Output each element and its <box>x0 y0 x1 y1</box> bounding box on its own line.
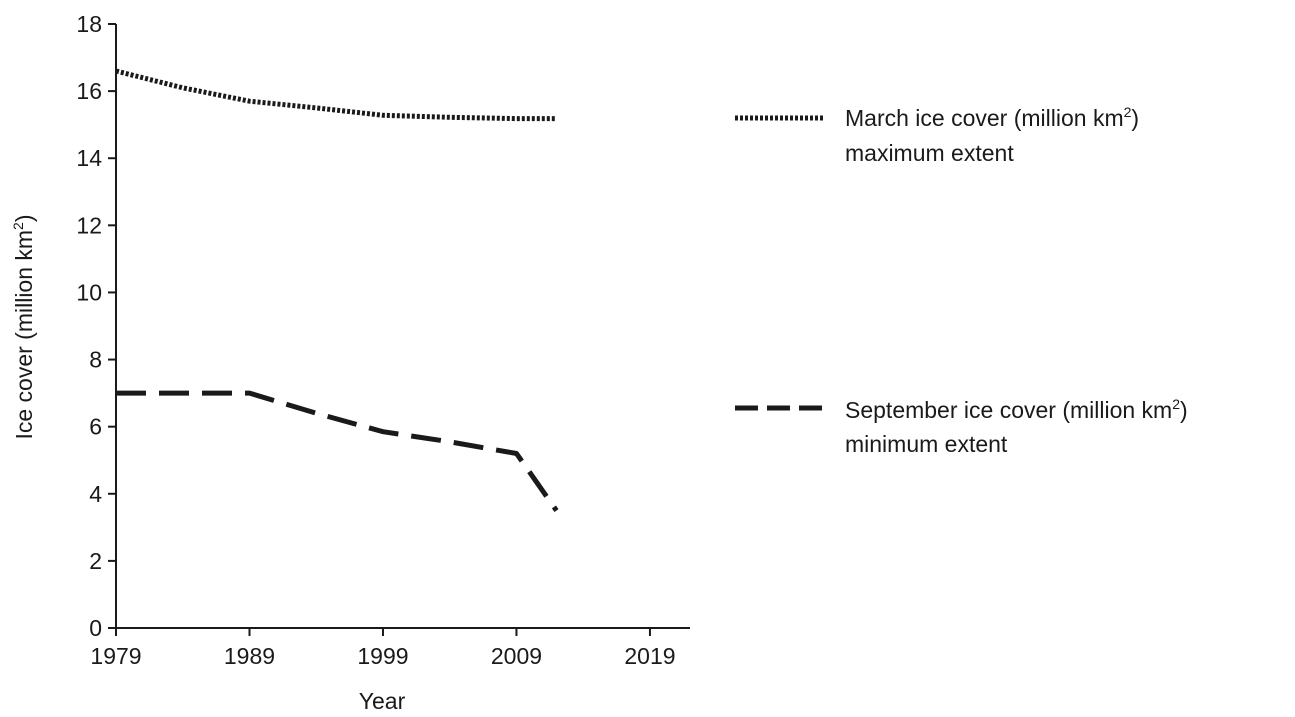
x-axis-title: Year <box>359 688 406 714</box>
x-tick-label: 1999 <box>357 643 408 669</box>
y-axis-title: Ice cover (million km2) <box>10 214 37 439</box>
legend-entry-march: March ice cover (million km2) maximum ex… <box>735 104 1139 166</box>
legend-label-march-sup: 2 <box>1124 104 1132 120</box>
legend-label-september-line2: minimum extent <box>845 431 1008 457</box>
y-axis-title-sup: 2 <box>10 222 26 230</box>
legend-label-september-main: September ice cover (million km <box>845 397 1172 423</box>
y-tick-label: 0 <box>89 615 102 641</box>
y-ticks: 0 2 4 6 8 10 12 14 16 18 <box>76 11 116 641</box>
y-tick-label: 16 <box>76 78 102 104</box>
y-tick-label: 2 <box>89 548 102 574</box>
legend-label-september-line1: September ice cover (million km2) <box>845 396 1188 423</box>
x-tick-label: 1989 <box>224 643 275 669</box>
y-tick-label: 6 <box>89 414 102 440</box>
y-tick-label: 4 <box>89 481 102 507</box>
legend-label-september-end: ) <box>1180 397 1188 423</box>
legend: March ice cover (million km2) maximum ex… <box>735 104 1188 457</box>
series-line-march <box>115 68 557 122</box>
y-tick-label: 8 <box>89 347 102 373</box>
y-tick-label: 18 <box>76 11 102 37</box>
y-tick-label: 14 <box>76 145 102 171</box>
x-tick-label: 1979 <box>90 643 141 669</box>
x-ticks: 1979 1989 1999 2009 2019 <box>90 628 676 669</box>
series-layer <box>115 68 559 513</box>
series-line-september <box>116 390 559 513</box>
legend-label-march-main: March ice cover (million km <box>845 105 1124 131</box>
axes: 0 2 4 6 8 10 12 14 16 18 1979 1989 1999 2009 2019 <box>76 11 690 669</box>
y-axis-title-end: ) <box>11 214 37 222</box>
y-tick-label: 10 <box>76 279 102 305</box>
x-tick-label: 2009 <box>491 643 542 669</box>
legend-entry-september: September ice cover (million km2) minimu… <box>735 396 1188 457</box>
legend-label-september-sup: 2 <box>1172 396 1180 412</box>
x-tick-label: 2019 <box>624 643 675 669</box>
legend-label-march-line1: March ice cover (million km2) <box>845 104 1139 131</box>
y-tick-label: 12 <box>76 212 102 238</box>
legend-label-march-line2: maximum extent <box>845 140 1014 166</box>
y-axis-title-main: Ice cover (million km <box>11 230 37 440</box>
legend-label-march-end: ) <box>1131 105 1139 131</box>
